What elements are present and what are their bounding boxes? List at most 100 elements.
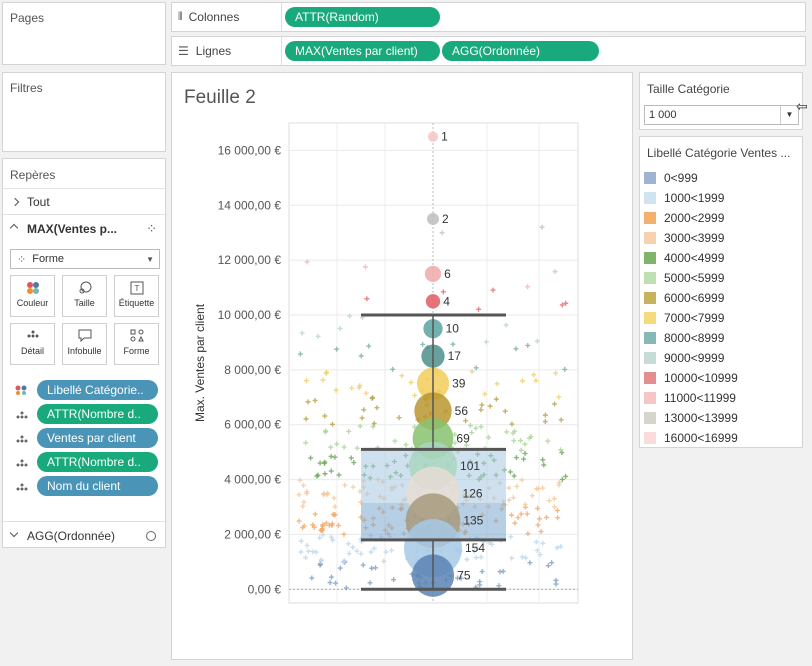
size-filter-select[interactable]: 1 000 ▼ (644, 105, 799, 125)
legend-swatch (644, 232, 656, 244)
marks-agg-section[interactable]: AGG(Ordonnée) (3, 521, 165, 549)
legend-item[interactable]: 1000<1999 (644, 189, 724, 207)
scatter-point (506, 485, 512, 491)
marks-all-label: Tout (27, 194, 50, 209)
rows-pill-max-sales[interactable]: MAX(Ventes par client) (285, 41, 440, 61)
rows-label-box: ☰ Lignes (172, 37, 282, 65)
scatter-point (342, 482, 348, 488)
scatter-point (305, 548, 311, 554)
legend-item[interactable]: 13000<13999 (644, 409, 738, 427)
scatter-point (552, 269, 558, 275)
scatter-point (554, 507, 560, 513)
legend-item[interactable]: 5000<5999 (644, 269, 724, 287)
legend-label: 9000<9999 (664, 351, 725, 365)
detail-button[interactable]: Détail (10, 323, 55, 365)
legend-swatch (644, 212, 656, 224)
columns-shelf[interactable]: ⫴ Colonnes ATTR(Random) (171, 2, 806, 32)
scatter-point (297, 477, 303, 483)
bubble-count-label: 135 (463, 514, 483, 528)
legend-item[interactable]: 9000<9999 (644, 349, 724, 367)
scatter-point (494, 381, 500, 387)
legend-item[interactable]: 3000<3999 (644, 229, 724, 247)
marks-pill-detail-2[interactable]: Ventes par client (37, 428, 158, 448)
legend-item[interactable]: 2000<2999 (644, 209, 724, 227)
sheet-panel: Feuille 2 0,00 € 2 000,00 € 4 000,00 € 6 00… (171, 72, 633, 660)
scatter-point (534, 486, 540, 492)
scatter-point (296, 492, 302, 498)
mark-type-select[interactable]: ⁘ Forme ▼ (10, 249, 160, 269)
legend-label: 6000<6999 (664, 291, 725, 305)
scatter-point (512, 520, 518, 526)
scatter-point (370, 424, 376, 430)
scatter-point (486, 434, 492, 440)
label-button-label: Étiquette (118, 298, 155, 308)
detail-button-label: Détail (20, 346, 44, 356)
label-button[interactable]: T Étiquette (114, 275, 159, 317)
marks-pill-detail-3[interactable]: ATTR(Nombre d.. (37, 452, 158, 472)
scatter-point (340, 559, 346, 565)
filters-panel[interactable]: Filtres (2, 72, 166, 152)
bubble-count-label: 17 (448, 349, 462, 363)
legend-item[interactable]: 11000<11999 (644, 389, 736, 407)
size-filter-value: 1 000 (649, 109, 677, 121)
category-bubble (425, 294, 441, 309)
scatter-point (317, 535, 323, 541)
tooltip-button[interactable]: Infobulle (62, 323, 107, 365)
legend-item[interactable]: 6000<6999 (644, 289, 724, 307)
columns-pill-random[interactable]: ATTR(Random) (285, 7, 440, 27)
scatter-point (328, 453, 334, 459)
scatter-point (362, 264, 368, 270)
legend-label: 13000<13999 (664, 411, 738, 425)
color-button-label: Couleur (16, 298, 49, 308)
color-button[interactable]: Couleur (10, 275, 55, 317)
bubble-count-label: 4 (443, 294, 450, 308)
legend-item[interactable]: 4000<4999 (644, 249, 724, 267)
scatter-point (478, 424, 484, 430)
scatter-point (308, 455, 314, 461)
scatter-point (497, 569, 503, 575)
legend-label: 7000<7999 (664, 311, 725, 325)
legend-item[interactable]: 7000<7999 (644, 309, 724, 327)
scatter-point (297, 351, 303, 357)
legend-title: Libellé Catégorie Ventes ... (647, 146, 791, 160)
scatter-point (521, 456, 527, 462)
legend-item[interactable]: 8000<8999 (644, 329, 724, 347)
legend-swatch (644, 432, 656, 444)
scatter-point (519, 554, 525, 560)
marks-pill-color[interactable]: Libellé Catégorie.. (37, 380, 158, 400)
legend-swatch (644, 412, 656, 424)
scatter-point (474, 545, 480, 551)
marks-pill-detail-4[interactable]: Nom du client (37, 476, 158, 496)
legend-item[interactable]: 0<999 (644, 169, 698, 187)
rows-pill-agg-ordinate[interactable]: AGG(Ordonnée) (442, 41, 599, 61)
legend-item[interactable]: 16000<16999 (644, 429, 738, 447)
shape-button-label: Forme (123, 346, 150, 356)
legend-item[interactable]: 10000<10999 (644, 369, 738, 387)
marks-pill-detail-1[interactable]: ATTR(Nombre d.. (37, 404, 158, 424)
scatter-point (471, 548, 477, 554)
size-button-label: Taille (74, 298, 95, 308)
resize-cursor-icon: ⇦ (796, 98, 808, 114)
scatter-point (336, 472, 342, 478)
scatter-point (300, 525, 306, 531)
scatter-point (312, 511, 318, 517)
scatter-point (333, 387, 339, 393)
label-icon: T (130, 281, 143, 295)
scatter-point (537, 552, 543, 558)
scatter-point (549, 560, 555, 566)
scatter-point (559, 302, 565, 308)
pages-panel[interactable]: Pages (2, 2, 166, 65)
scatter-point (309, 575, 315, 581)
scatter-point (323, 428, 329, 434)
marks-all-section[interactable]: Tout (3, 189, 165, 215)
size-button[interactable]: Taille (62, 275, 107, 317)
rows-shelf[interactable]: ☰ Lignes MAX(Ventes par client) AGG(Ordo… (171, 36, 806, 66)
marks-measure-section[interactable]: MAX(Ventes p... ⁘ (3, 215, 165, 243)
shape-button[interactable]: Forme (114, 323, 159, 365)
scatter-point (464, 556, 470, 562)
scatter-point (298, 538, 304, 544)
scatter-point (360, 562, 366, 568)
scatter-point (490, 287, 496, 293)
shape-icon: ⁘ (146, 221, 157, 236)
scatter-point (538, 529, 544, 535)
